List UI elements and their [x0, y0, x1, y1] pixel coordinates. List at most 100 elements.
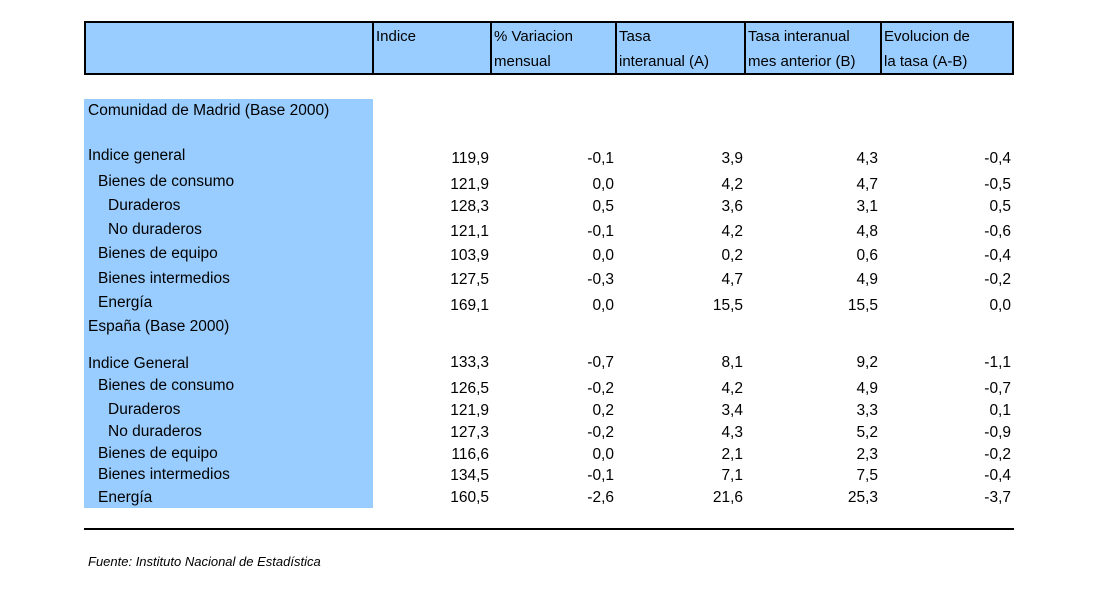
- table-header-background: [84, 22, 1014, 74]
- table-cell: 127,5: [450, 271, 489, 288]
- column-header-line: interanual (A): [619, 53, 710, 70]
- header-bottom-rule: [84, 73, 1014, 75]
- header-divider: [84, 22, 86, 74]
- table-cell: 4,2: [721, 223, 743, 240]
- table-cell: 0,0: [592, 247, 614, 264]
- header-divider: [490, 22, 492, 74]
- row-label: Bienes de equipo: [98, 445, 218, 462]
- column-header-line: Indice: [376, 28, 417, 45]
- column-header-evolucion-tasa: Evolucion de la tasa (A-B): [884, 24, 970, 74]
- table-cell: 2,1: [721, 446, 743, 463]
- column-header-line: mes anterior (B): [748, 53, 856, 70]
- table-cell: 121,1: [450, 223, 489, 240]
- table-cell: 0,0: [592, 176, 614, 193]
- table-cell: 4,2: [721, 176, 743, 193]
- row-label: Bienes de equipo: [98, 245, 218, 262]
- header-divider: [1012, 22, 1014, 74]
- table-cell: 0,2: [721, 247, 743, 264]
- table-cell: 0,6: [856, 247, 878, 264]
- column-header-line: la tasa (A-B): [884, 53, 968, 70]
- table-cell: 4,7: [856, 176, 878, 193]
- table-bottom-rule: [84, 528, 1014, 530]
- table-cell: -0,1: [587, 467, 614, 484]
- section-title: Comunidad de Madrid (Base 2000): [88, 102, 330, 119]
- table-cell: -0,2: [984, 446, 1011, 463]
- row-label: Duraderos: [108, 197, 181, 214]
- source-note: Fuente: Instituto Nacional de Estadístic…: [88, 554, 321, 569]
- table-cell: 4,9: [856, 380, 878, 397]
- table-cell: 3,6: [721, 198, 743, 215]
- table-cell: -0,4: [984, 150, 1011, 167]
- column-header-tasa-mes-anterior: Tasa interanual mes anterior (B): [748, 24, 856, 74]
- table-cell: 5,2: [856, 424, 878, 441]
- table-cell: 4,2: [721, 380, 743, 397]
- table-cell: -2,6: [587, 489, 614, 506]
- table-cell: 8,1: [721, 354, 743, 371]
- header-divider: [880, 22, 882, 74]
- header-divider: [372, 22, 374, 74]
- table-cell: 25,3: [847, 489, 878, 506]
- column-header-variacion-mensual: % Variacion mensual: [494, 24, 573, 74]
- row-label: Duraderos: [108, 401, 181, 418]
- table-cell: -0,4: [984, 467, 1011, 484]
- table-cell: 3,4: [721, 402, 743, 419]
- table-cell: 4,9: [856, 271, 878, 288]
- column-header-line: Evolucion de: [884, 28, 970, 45]
- table-cell: -0,4: [984, 247, 1011, 264]
- section-title: España (Base 2000): [88, 318, 230, 335]
- row-label: Bienes de consumo: [98, 173, 235, 190]
- table-cell: 169,1: [450, 297, 489, 314]
- table-cell: 3,9: [721, 150, 743, 167]
- table-cell: -1,1: [984, 354, 1011, 371]
- table-cell: 126,5: [450, 380, 489, 397]
- table-cell: 21,6: [712, 489, 743, 506]
- header-divider: [744, 22, 746, 74]
- row-label: No duraderos: [108, 423, 202, 440]
- table-cell: 15,5: [847, 297, 878, 314]
- table-cell: 4,8: [856, 223, 878, 240]
- table-cell: 116,6: [451, 446, 489, 463]
- table-cell: -3,7: [984, 489, 1011, 506]
- table-cell: 0,0: [592, 297, 614, 314]
- column-header-indice: Indice: [376, 24, 416, 49]
- table-cell: 121,9: [450, 402, 489, 419]
- row-label: No duraderos: [108, 221, 202, 238]
- row-label-column-background: [84, 99, 373, 508]
- table-cell: 103,9: [450, 247, 489, 264]
- table-cell: -0,2: [984, 271, 1011, 288]
- table-cell: -0,7: [587, 354, 614, 371]
- column-header-line: Tasa interanual: [748, 28, 850, 45]
- table-cell: 4,3: [721, 424, 743, 441]
- header-divider: [615, 22, 617, 74]
- row-label: Energía: [98, 489, 153, 506]
- table-cell: -0,7: [984, 380, 1011, 397]
- column-header-tasa-interanual: Tasa interanual (A): [619, 24, 709, 74]
- table-cell: 0,5: [592, 198, 614, 215]
- table-cell: 160,5: [450, 489, 489, 506]
- row-label: Bienes de consumo: [98, 377, 235, 394]
- table-cell: 3,3: [856, 402, 878, 419]
- table-cell: 15,5: [712, 297, 743, 314]
- row-label: Energía: [98, 294, 153, 311]
- table-cell: -0,2: [587, 424, 614, 441]
- table-cell: 133,3: [450, 354, 489, 371]
- table-cell: 4,3: [856, 150, 878, 167]
- row-label: Indice general: [88, 147, 186, 164]
- table-cell: -0,1: [587, 223, 614, 240]
- table-cell: 128,3: [450, 198, 489, 215]
- row-label: Bienes intermedios: [98, 466, 230, 483]
- table-cell: 0,0: [592, 446, 614, 463]
- table-cell: 9,2: [856, 354, 878, 371]
- table-cell: 134,5: [450, 467, 489, 484]
- table-cell: 121,9: [450, 176, 489, 193]
- table-cell: 0,5: [989, 198, 1011, 215]
- table-cell: -0,9: [984, 424, 1011, 441]
- table-cell: -0,1: [587, 150, 614, 167]
- column-header-line: Tasa: [619, 28, 651, 45]
- table-cell: 0,2: [592, 402, 614, 419]
- table-cell: 0,0: [989, 297, 1011, 314]
- row-label: Indice General: [88, 355, 189, 372]
- table-cell: 7,1: [721, 467, 743, 484]
- table-cell: -0,2: [587, 380, 614, 397]
- row-label: Bienes intermedios: [98, 270, 230, 287]
